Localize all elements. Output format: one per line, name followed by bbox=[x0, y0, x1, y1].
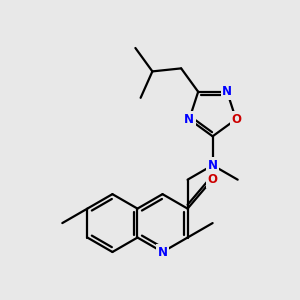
Text: N: N bbox=[184, 113, 194, 126]
Text: O: O bbox=[207, 173, 217, 186]
Text: N: N bbox=[222, 85, 232, 98]
Text: N: N bbox=[208, 159, 218, 172]
Text: O: O bbox=[231, 113, 241, 126]
Text: N: N bbox=[158, 245, 167, 259]
